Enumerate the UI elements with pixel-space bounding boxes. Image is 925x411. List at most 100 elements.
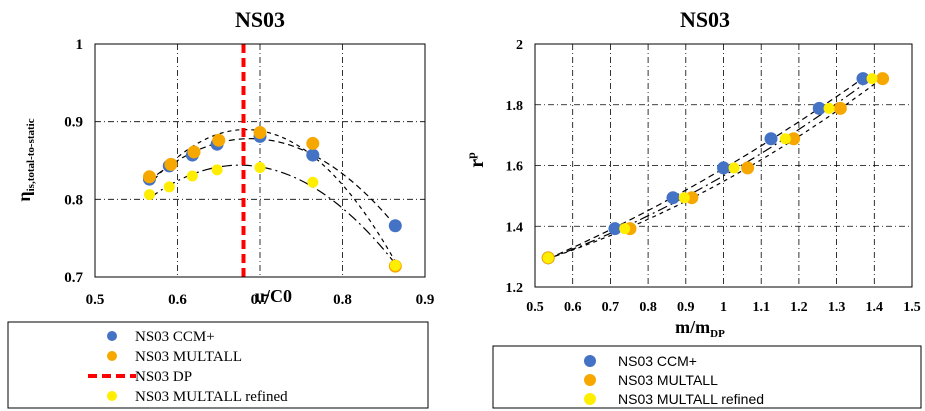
data-points [142,126,402,273]
x-tick-label: 0.5 [526,300,544,315]
y-tick-label: 0.8 [64,192,83,208]
y-axis-label-group: ηis,total-to-static [14,118,37,201]
x-tick-label: 1.3 [828,300,846,315]
y-axis-label-main: r [466,159,488,168]
data-point [142,170,156,184]
fit-curve [548,77,883,260]
data-point [306,148,320,162]
x-tick-label: 0.7 [602,300,620,315]
legend-label: NS03 DP [135,369,192,385]
data-point [254,161,266,173]
plot-area-border [94,43,426,278]
data-point [619,223,631,235]
legend-box [7,321,429,409]
data-point [608,222,622,236]
y-axis-label-main: η [14,191,34,201]
x-tick-label: 1.1 [752,300,770,315]
x-tick-label: 0.5 [86,292,105,308]
fit-curves [547,77,883,260]
data-point [211,164,223,176]
efficiency-chart: NS03 0.5 0.6 0.7 0.8 0.9 0.7 0.8 0.9 1 u/C0 ηis,… [7,7,434,409]
y-tick-label: 2 [516,38,523,53]
legend-label: NS03 MULTALL [135,349,242,365]
y-tick-label: 0.7 [64,270,83,286]
y-axis-label-group: rp [464,152,488,168]
legend: NS03 CCM+ NS03 MULTALL NS03 DP NS03 MULTALL… [88,329,288,405]
data-point [143,189,155,201]
pressure-ratio-chart: NS03 0.5 0.6 0.7 0.8 0.9 1 1.1 1.2 1.3 1.4 1.5 1.2 1… [464,7,922,409]
legend-box [492,345,922,409]
data-point [306,136,320,150]
tick-labels: 0.5 0.6 0.7 0.8 0.9 0.7 0.8 0.9 1 [64,37,434,308]
x-tick-label: 0.9 [416,292,435,308]
x-tick-label: 1.2 [790,300,808,315]
legend-label: NS03 MULTALL [618,372,718,388]
data-point [187,145,201,159]
data-point [666,191,680,205]
x-axis-label: m/mDP [675,317,725,340]
data-point [866,73,878,85]
legend-marker [584,393,596,405]
x-axis-label: u/C0 [255,286,292,306]
x-tick-label: 1.5 [903,300,921,315]
y-axis-label: ηis,total-to-static [14,118,37,201]
x-tick-label: 0.6 [564,300,582,315]
chart-title: NS03 [680,7,730,32]
y-tick-label: 1.6 [506,160,524,175]
y-tick-label: 1.4 [506,220,524,235]
data-point [741,161,755,175]
x-tick-label: 0.9 [677,300,695,315]
data-points [541,72,890,265]
data-point [787,132,801,146]
data-point [388,219,402,233]
data-point [833,101,847,115]
chart-title: NS03 [235,7,285,32]
x-axis-label-subscript: DP [710,328,725,340]
data-point [717,161,730,175]
x-tick-label: 0.6 [168,292,187,308]
grid [95,44,425,277]
x-tick-label: 1 [720,300,727,315]
y-axis-label-subscript: is,total-to-static [25,118,37,191]
y-tick-label: 1.8 [506,99,524,114]
legend-marker [107,331,117,341]
x-tick-label: 1.4 [866,300,884,315]
data-point [779,133,791,145]
data-point [876,72,890,86]
fit-curve [149,164,396,265]
data-point [678,192,690,204]
x-tick-label: 0.7 [251,292,270,308]
data-point [253,126,267,140]
data-point [812,101,826,115]
legend-marker [584,374,596,386]
legend-label: NS03 MULTALL refined [618,391,764,407]
data-point [823,102,835,114]
y-tick-label: 1.2 [506,281,524,296]
fit-curve [149,137,396,226]
data-point [542,252,554,264]
x-tick-label: 0.8 [333,292,352,308]
data-point [163,181,175,193]
x-axis-label-main: m/m [675,317,710,337]
x-tick-label: 0.8 [639,300,657,315]
legend-label: NS03 CCM+ [618,353,697,369]
tick-labels: 0.5 0.6 0.7 0.8 0.9 1 1.1 1.2 1.3 1.4 1.5 1.2 1.4 1.6… [506,38,921,315]
fit-curve [547,77,873,260]
data-point [728,162,740,174]
fit-curves [148,129,396,265]
data-point [164,157,178,171]
y-axis-label-subscript: p [464,152,478,159]
data-point [186,170,198,182]
data-point [856,72,870,86]
legend-marker [107,351,117,361]
y-tick-label: 0.9 [64,115,83,131]
data-point [389,259,401,271]
data-point [212,133,226,147]
legend-marker [584,355,596,367]
y-tick-label: 1 [76,37,84,53]
legend-label: NS03 CCM+ [135,329,215,345]
plot-area-border [534,43,913,288]
fit-curve [148,129,396,262]
legend-marker [107,391,117,401]
